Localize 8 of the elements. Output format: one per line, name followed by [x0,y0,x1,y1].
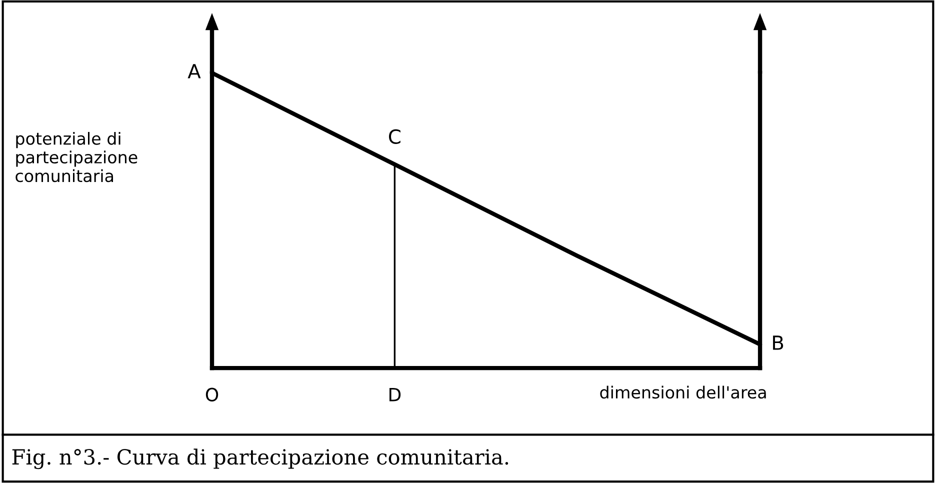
x-tick-label: O [206,388,218,402]
y-axis-title: potenziale di partecipazione comunitaria [16,132,138,182]
text: Fig. n°3.- Curva di partecipazione comunitaria. [12,448,508,470]
text: B [773,336,784,350]
x-axis-title: dimensioni dell'area [600,386,766,399]
x-tick-label: D [390,388,401,402]
annotation: A [188,64,201,78]
annotation: C [388,129,400,144]
